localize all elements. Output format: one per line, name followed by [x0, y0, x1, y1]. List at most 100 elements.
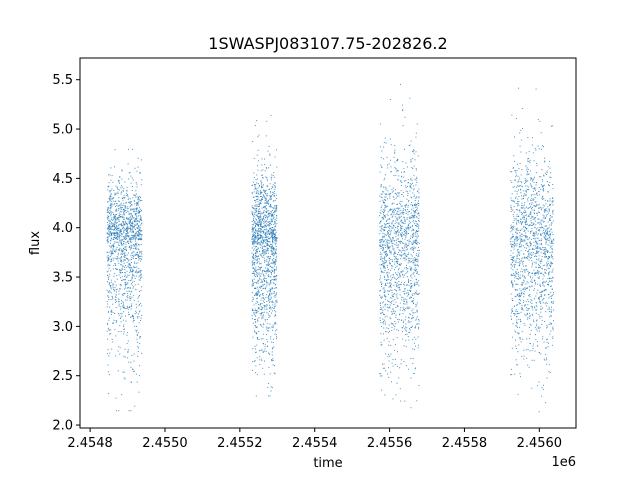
data-point	[274, 156, 276, 158]
data-point	[272, 360, 274, 361]
data-point	[540, 311, 542, 313]
data-point	[137, 203, 139, 205]
data-point	[418, 228, 420, 230]
data-point	[536, 323, 538, 325]
data-point	[399, 250, 401, 252]
data-point	[384, 240, 385, 242]
data-point	[251, 272, 253, 274]
data-point	[381, 260, 383, 262]
data-point	[543, 384, 544, 386]
data-point	[382, 310, 384, 312]
data-point	[272, 338, 274, 340]
data-point	[118, 290, 120, 292]
data-point	[140, 258, 142, 260]
data-point	[396, 212, 398, 214]
data-point	[380, 304, 381, 306]
data-point	[255, 255, 257, 257]
data-point	[107, 228, 109, 230]
data-point	[535, 149, 537, 151]
data-point	[418, 218, 420, 219]
data-point	[417, 282, 418, 284]
data-point	[272, 279, 274, 280]
data-point	[118, 249, 120, 251]
data-point	[256, 236, 258, 238]
data-point	[414, 269, 416, 271]
data-point	[135, 234, 137, 236]
data-point	[256, 219, 258, 221]
data-point	[252, 280, 253, 282]
data-point	[407, 254, 409, 255]
data-point	[123, 237, 125, 239]
data-point	[388, 257, 390, 259]
data-point	[396, 247, 398, 249]
data-point	[131, 204, 133, 206]
data-point	[128, 290, 130, 292]
data-point	[255, 236, 257, 238]
data-point	[395, 272, 396, 274]
data-point	[127, 350, 129, 352]
data-point	[123, 230, 125, 232]
data-point	[516, 214, 518, 216]
data-point	[515, 117, 517, 119]
data-point	[118, 242, 120, 244]
data-point	[132, 281, 134, 283]
data-point	[271, 221, 273, 223]
data-point	[129, 223, 131, 225]
data-point	[379, 195, 381, 197]
data-point	[119, 269, 121, 270]
data-point	[130, 270, 131, 272]
data-point	[254, 281, 256, 283]
data-point	[412, 233, 413, 235]
data-point	[392, 311, 394, 313]
data-point	[121, 234, 123, 236]
data-point	[257, 288, 259, 290]
data-point	[257, 198, 259, 200]
data-point	[410, 247, 412, 249]
data-point	[408, 280, 410, 282]
data-point	[264, 319, 266, 320]
data-point	[397, 254, 398, 255]
data-point	[518, 246, 520, 248]
data-point	[265, 286, 267, 288]
data-point	[383, 251, 385, 253]
data-point	[385, 279, 387, 281]
data-point	[115, 213, 117, 215]
data-point	[253, 258, 255, 259]
data-point	[386, 240, 388, 242]
data-point	[127, 227, 129, 229]
data-point	[129, 201, 131, 203]
data-point	[396, 286, 398, 288]
data-point	[532, 252, 534, 253]
data-point	[411, 318, 413, 320]
data-point	[123, 188, 125, 189]
data-point	[126, 305, 128, 307]
data-point	[257, 311, 259, 312]
data-point	[418, 328, 419, 330]
data-point	[137, 235, 139, 237]
data-point	[252, 348, 254, 350]
data-point	[390, 214, 392, 216]
data-point	[139, 304, 140, 305]
data-point	[259, 202, 261, 203]
data-point	[525, 212, 527, 214]
data-point	[258, 212, 259, 214]
data-point	[109, 230, 111, 232]
data-point	[266, 208, 268, 210]
data-point	[516, 295, 518, 297]
data-point	[393, 157, 395, 158]
data-point	[275, 279, 277, 281]
data-point	[519, 222, 521, 224]
data-point	[394, 364, 396, 366]
data-point	[416, 242, 418, 244]
data-point	[254, 345, 256, 347]
data-point	[380, 375, 382, 377]
data-point	[409, 185, 411, 187]
data-point	[120, 243, 122, 245]
data-point	[124, 235, 126, 237]
data-point	[132, 215, 133, 217]
data-point	[395, 233, 397, 235]
data-point	[263, 299, 265, 301]
data-point	[266, 236, 268, 238]
data-point	[254, 248, 256, 250]
data-point	[541, 169, 543, 171]
